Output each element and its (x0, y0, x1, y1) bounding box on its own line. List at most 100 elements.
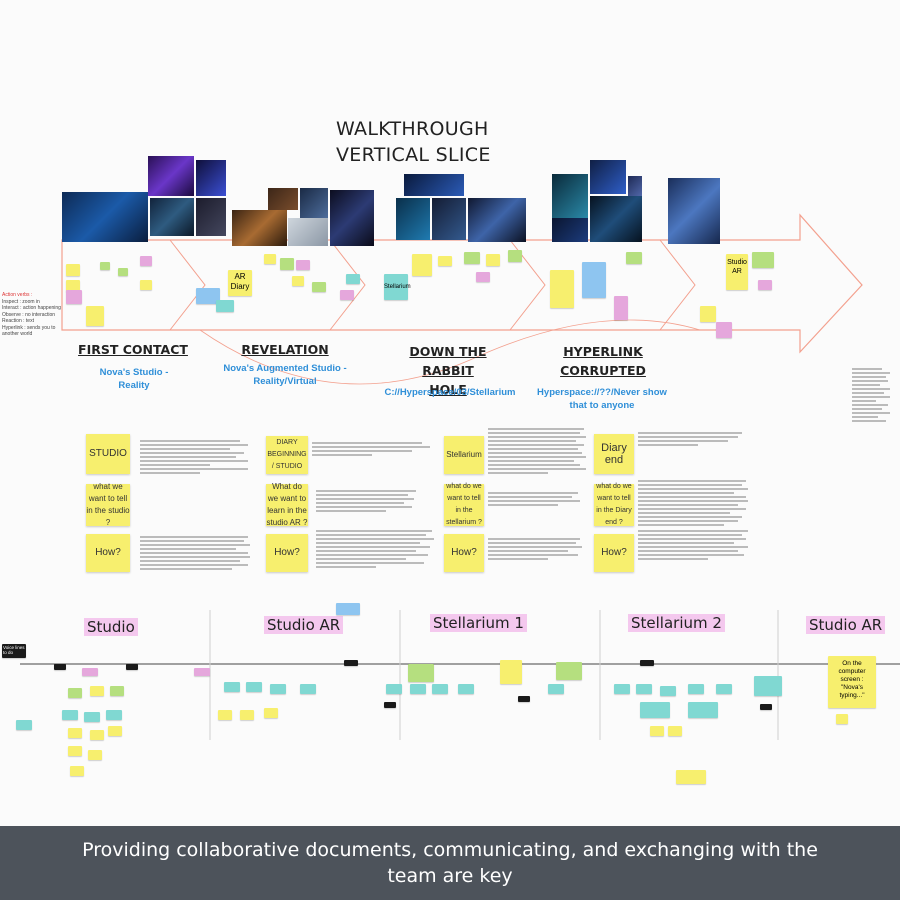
sticky-note[interactable] (408, 664, 434, 682)
mood-image[interactable] (552, 218, 588, 242)
question-note[interactable]: what do we want to tell in the Diary end… (594, 483, 634, 526)
sticky-note[interactable] (412, 254, 432, 276)
sticky-note[interactable] (760, 704, 772, 710)
question-note[interactable]: What do we want to learn in the studio A… (266, 482, 308, 527)
sticky-note[interactable] (88, 750, 102, 760)
sticky-note[interactable] (264, 708, 278, 718)
sticky-note[interactable] (66, 280, 80, 292)
sticky-note[interactable] (518, 696, 530, 702)
sticky-note[interactable] (84, 712, 100, 722)
how-note[interactable]: How? (594, 534, 634, 572)
sticky-note[interactable] (194, 668, 210, 676)
sticky-note[interactable] (550, 270, 574, 308)
sticky-note[interactable] (500, 660, 522, 684)
sticky-note[interactable] (650, 726, 664, 736)
sticky-note[interactable] (508, 250, 522, 262)
sticky-note[interactable] (16, 720, 32, 730)
sticky-note[interactable] (292, 276, 304, 286)
sticky-note[interactable] (300, 684, 316, 694)
sticky-note[interactable] (700, 306, 716, 322)
studio-note[interactable]: STUDIO (86, 434, 130, 474)
studio-ar-note[interactable]: Studio AR (726, 254, 748, 290)
sticky-note[interactable] (140, 256, 152, 266)
mood-image[interactable] (432, 198, 466, 240)
diary-end-note[interactable]: Diary end (594, 434, 634, 474)
mood-image[interactable] (288, 218, 328, 246)
mood-image[interactable] (196, 160, 226, 196)
sticky-note[interactable] (70, 766, 84, 776)
sticky-note[interactable] (196, 288, 220, 304)
timeline-label-studio-ar[interactable]: Studio AR (264, 616, 344, 634)
sticky-note[interactable] (140, 280, 152, 290)
sticky-note[interactable] (246, 682, 262, 692)
sticky-note[interactable] (836, 714, 848, 724)
mood-image[interactable] (300, 188, 328, 218)
sticky-note[interactable] (344, 660, 358, 666)
sticky-note[interactable] (458, 684, 474, 694)
sticky-note[interactable] (438, 256, 452, 266)
mood-image[interactable] (232, 210, 287, 246)
sticky-note[interactable] (110, 686, 124, 696)
sticky-note[interactable] (636, 684, 652, 694)
question-note[interactable]: what do we want to tell in the stellariu… (444, 483, 484, 526)
sticky-note[interactable] (464, 252, 480, 264)
mood-image[interactable] (148, 156, 194, 196)
sticky-note[interactable] (100, 262, 110, 270)
sticky-note[interactable] (626, 252, 642, 264)
sticky-note[interactable] (386, 684, 402, 694)
mood-image[interactable] (668, 178, 720, 244)
mood-image[interactable] (404, 174, 464, 196)
sticky-note[interactable] (640, 702, 670, 718)
sticky-note[interactable] (754, 676, 782, 696)
mood-image[interactable] (268, 188, 298, 210)
mood-image[interactable] (468, 198, 526, 242)
voice-lines-note[interactable]: Voice lines to do (2, 644, 26, 658)
sticky-note[interactable] (108, 726, 122, 736)
sticky-note[interactable] (240, 710, 254, 720)
mood-image[interactable] (330, 190, 374, 246)
sticky-note[interactable] (54, 664, 66, 670)
sticky-note[interactable] (688, 684, 704, 694)
timeline-label-studio-ar-2[interactable]: Studio AR (806, 616, 886, 634)
timeline-label-stellarium-2[interactable]: Stellarium 2 (628, 614, 725, 632)
how-note[interactable]: How? (444, 534, 484, 572)
sticky-note[interactable] (716, 322, 732, 338)
sticky-note[interactable] (296, 260, 310, 270)
sticky-note[interactable] (90, 730, 104, 740)
sticky-note[interactable] (640, 660, 654, 666)
ar-diary-note[interactable]: AR Diary (228, 270, 252, 296)
timeline-label-studio[interactable]: Studio (84, 618, 138, 636)
sticky-note[interactable] (68, 688, 82, 698)
sticky-note[interactable] (312, 282, 326, 292)
sticky-note[interactable] (66, 290, 82, 304)
stellarium-note[interactable]: Stellarium (384, 274, 411, 300)
sticky-note[interactable] (280, 258, 294, 270)
whiteboard-canvas[interactable]: WALKTHROUGH VERTICAL SLICE Action verbs … (0, 0, 900, 826)
sticky-note[interactable] (340, 290, 354, 300)
sticky-note[interactable] (676, 770, 706, 784)
sticky-note[interactable] (688, 702, 718, 718)
sticky-note[interactable] (86, 306, 104, 326)
sticky-note[interactable] (224, 682, 240, 692)
mood-image[interactable] (628, 176, 642, 202)
sticky-note[interactable] (556, 662, 582, 680)
mood-image[interactable] (590, 196, 642, 242)
diary-beginning-note[interactable]: DIARY BEGINNING / STUDIO (266, 436, 308, 474)
sticky-note[interactable] (384, 702, 396, 708)
sticky-note[interactable] (68, 728, 82, 738)
how-note[interactable]: How? (266, 534, 308, 572)
sticky-note[interactable] (218, 710, 232, 720)
sticky-note[interactable] (752, 252, 774, 268)
sticky-note[interactable] (668, 726, 682, 736)
timeline-label-stellarium-1[interactable]: Stellarium 1 (430, 614, 527, 632)
question-note[interactable]: what we want to tell in the studio ? (86, 482, 130, 527)
sticky-note[interactable] (118, 268, 128, 276)
stellarium-title-note[interactable]: Stellarium (444, 436, 484, 474)
computer-screen-note[interactable]: On the computer screen : "Nova's typing.… (828, 656, 876, 708)
sticky-note[interactable] (476, 272, 490, 282)
sticky-note[interactable] (66, 264, 80, 276)
sticky-note[interactable] (486, 254, 500, 266)
sticky-note[interactable] (126, 664, 138, 670)
sticky-note[interactable] (346, 274, 360, 284)
mood-image[interactable] (396, 198, 430, 240)
